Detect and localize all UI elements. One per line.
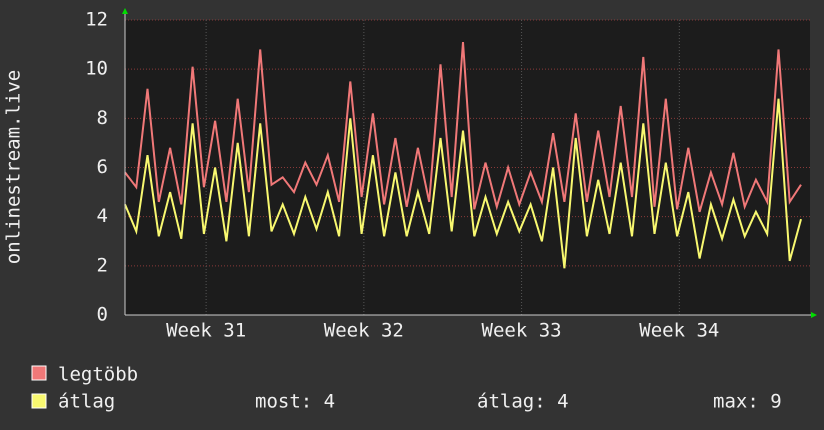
stat: átlag: 4	[477, 391, 569, 413]
x-tick-label: Week 34	[639, 320, 719, 342]
series-line	[124, 42, 802, 213]
y-arrow	[122, 8, 128, 14]
legend-label: átlag	[58, 391, 115, 413]
x-arrow	[811, 312, 817, 318]
legend-swatch	[31, 365, 47, 381]
legend-label: legtöbb	[58, 364, 138, 386]
y-tick-label: 8	[97, 107, 108, 129]
y-axis-label: onlinestream.live	[3, 70, 25, 264]
lines	[124, 42, 802, 269]
x-tick-label: Week 33	[482, 320, 562, 342]
series-line	[124, 98, 802, 269]
y-tick-label: 6	[97, 156, 108, 178]
stat: max: 9	[713, 391, 782, 413]
y-tick-label: 12	[85, 9, 108, 31]
stat: most: 4	[255, 391, 335, 413]
y-tick-label: 2	[97, 254, 108, 276]
y-tick-label: 10	[85, 58, 108, 80]
y-tick-label: 0	[97, 304, 108, 326]
x-tick-label: Week 31	[166, 320, 246, 342]
x-tick-label: Week 32	[324, 320, 404, 342]
legend-swatch	[31, 393, 47, 409]
y-tick-label: 4	[97, 205, 108, 227]
